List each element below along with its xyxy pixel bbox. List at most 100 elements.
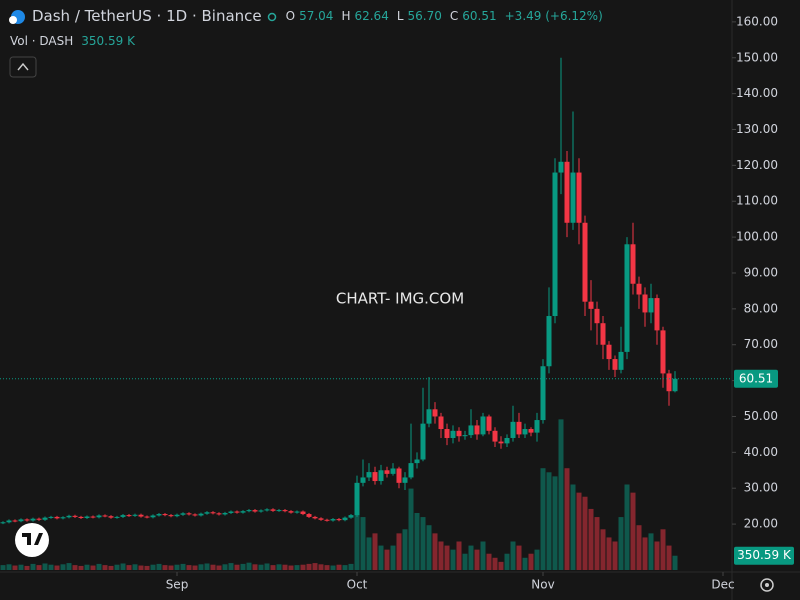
candle-body (414, 459, 420, 464)
volume-bar (216, 565, 222, 570)
volume-bar (264, 563, 270, 570)
volume-bar (294, 565, 300, 570)
candle-body (462, 435, 468, 437)
last-price-box (734, 369, 778, 388)
volume-bar (660, 529, 666, 570)
candle-body (522, 429, 528, 435)
volume-bar (180, 563, 186, 570)
volume-bar (534, 549, 540, 570)
volume-bar (192, 565, 198, 570)
watermark: CHART- IMG.COM (336, 290, 464, 308)
x-tick-label: Dec (711, 578, 734, 592)
volume-bar (330, 565, 336, 570)
candle-body (276, 510, 282, 512)
volume-bar (228, 563, 234, 570)
candle-body (84, 516, 90, 518)
settings-icon[interactable] (760, 578, 774, 592)
candle-body (426, 409, 432, 424)
candle-body (474, 425, 480, 435)
candle-body (156, 514, 162, 516)
candle-body (654, 298, 660, 331)
volume-bar (510, 541, 516, 570)
volume-bar (270, 565, 276, 570)
volume-value: 350.59 K (81, 34, 135, 48)
candle-body (438, 416, 444, 430)
volume-bar (66, 563, 72, 570)
candle-body (24, 519, 30, 521)
volume-bar (624, 484, 630, 570)
candle-body (396, 468, 402, 483)
volume-bar (528, 553, 534, 570)
candle-body (360, 477, 366, 483)
candle-body (624, 244, 630, 352)
candle-body (486, 416, 492, 431)
volume-bar (198, 564, 204, 570)
volume-bar (648, 533, 654, 570)
volume-bar (84, 564, 90, 570)
volume-bar (630, 492, 636, 570)
volume-bar (282, 564, 288, 570)
volume-bar (204, 563, 210, 570)
candle-body (450, 430, 456, 438)
volume-bar (636, 525, 642, 570)
volume-bar (654, 541, 660, 570)
volume-bar (618, 517, 624, 570)
candle-body (312, 516, 318, 519)
volume-bar (486, 553, 492, 570)
volume-bar (606, 537, 612, 570)
volume-bar (318, 564, 324, 570)
volume-bar (390, 545, 396, 570)
volume-bar (138, 565, 144, 570)
volume-bar (444, 545, 450, 570)
status-dot (267, 12, 277, 22)
symbol-icon (9, 16, 17, 24)
volume-bar (384, 549, 390, 570)
ohlc-value: 57.04 (299, 9, 334, 23)
volume-bar (366, 537, 372, 570)
candle-body (324, 519, 330, 521)
volume-bar (72, 565, 78, 570)
settings-icon (765, 583, 769, 587)
candle-body (342, 517, 348, 521)
candle-body (588, 301, 594, 309)
volume-bar (234, 564, 240, 570)
candle-body (534, 420, 540, 433)
candle-body (240, 511, 246, 513)
candle-body (408, 463, 414, 478)
candle-body (132, 514, 138, 516)
y-tick-label: 20.00 (744, 517, 778, 531)
volume-bar (468, 545, 474, 570)
ohlc-key: O (285, 9, 296, 23)
candle-body (564, 161, 570, 223)
collapse-button[interactable] (9, 56, 37, 78)
candle-body (612, 359, 618, 370)
volume-bar (600, 529, 606, 570)
volume-bar (612, 541, 618, 570)
volume-bar (150, 564, 156, 570)
volume-bar (48, 564, 54, 570)
ohlc-key: H (341, 9, 351, 23)
volume-bar (240, 563, 246, 570)
y-tick-label: 90.00 (744, 265, 778, 279)
candle-body (294, 511, 300, 513)
volume-bar (36, 565, 42, 570)
candle-body (54, 516, 60, 519)
last-volume-label: 350.59 K (737, 548, 792, 562)
candle-body (648, 298, 654, 313)
y-tick-label: 120.00 (736, 158, 778, 172)
volume-bar (60, 564, 66, 570)
candle-body (420, 423, 426, 460)
candle-body (42, 517, 48, 520)
y-tick-label: 30.00 (744, 481, 778, 495)
ohlc-key: L (396, 9, 404, 23)
candle-body (480, 416, 486, 435)
y-tick-label: 70.00 (744, 337, 778, 351)
volume-bar (462, 553, 468, 570)
volume-bar (666, 545, 672, 570)
volume-bar (126, 565, 132, 570)
candle-body (552, 172, 558, 317)
candle-body (210, 512, 216, 514)
volume-bar (162, 565, 168, 570)
candle-body (516, 421, 522, 435)
last-volume-box (734, 546, 794, 565)
